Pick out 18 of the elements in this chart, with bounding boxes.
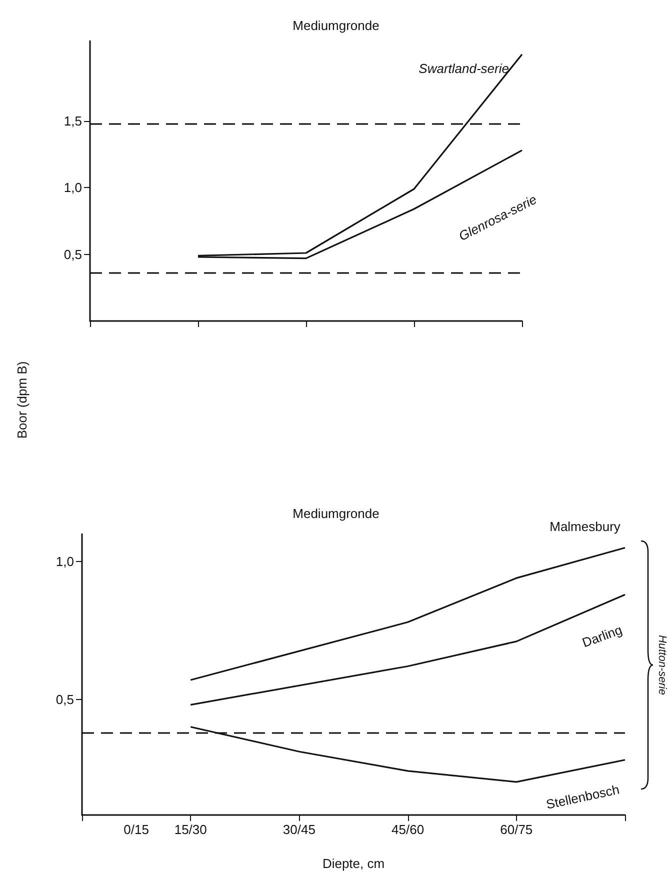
series-label: Swartland-serie [418,60,509,76]
y-tick-label: 0,5 [56,692,74,707]
y-tick-label: 0,5 [64,246,82,262]
x-tick-label: 30/45 [282,822,316,837]
series-label: Malmesbury [550,518,621,534]
x-axis-title: Diepte, cm [322,856,385,871]
y-tick-label: 1,0 [64,180,82,196]
y-tick-label: 1,5 [64,114,82,128]
chart-title: Mediumgronde [292,18,380,33]
chart-title: Mediumgronde [292,506,380,521]
x-tick-label: 15/30 [174,822,207,837]
x-tick-label: 60/75 [500,822,533,837]
text: Darling [580,622,624,650]
x-tick-label: 0/15 [124,822,149,837]
x-tick-label: 45/60 [392,822,424,837]
text: Hutton-serie [656,635,668,695]
y-tick-label: 1,0 [56,554,74,570]
y-axis-title: Boor (dpm B) [14,361,30,439]
